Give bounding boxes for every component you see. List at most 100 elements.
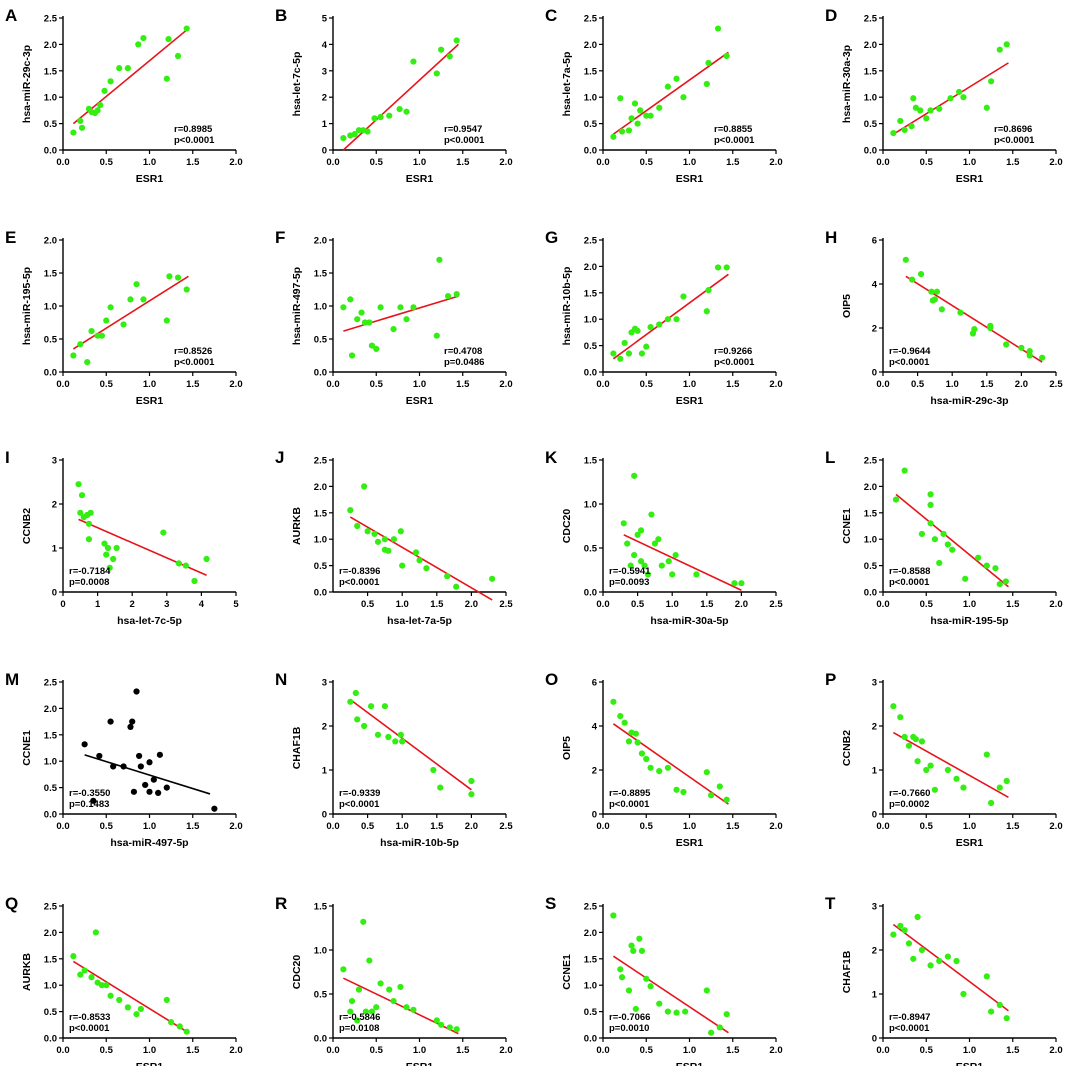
data-point <box>610 698 617 705</box>
x-tick-label: 0.0 <box>596 1045 609 1056</box>
data-point <box>617 355 624 362</box>
data-point <box>953 775 960 782</box>
data-point <box>373 345 380 352</box>
data-point <box>643 975 650 982</box>
fit-line <box>612 723 729 805</box>
data-point <box>927 501 934 508</box>
data-point <box>673 75 680 82</box>
data-point <box>988 1008 995 1015</box>
x-axis-title: hsa-miR-195-5p <box>930 615 1008 627</box>
data-point <box>624 540 631 547</box>
data-point <box>716 1024 723 1031</box>
data-point <box>438 1021 445 1028</box>
y-tick-label: 0.5 <box>864 561 878 572</box>
x-tick-label: 0.5 <box>920 821 934 832</box>
x-tick-label: 0 <box>60 599 65 610</box>
data-point <box>374 538 382 545</box>
y-tick-label: 0 <box>872 810 877 821</box>
data-point <box>371 530 378 538</box>
data-point <box>648 511 655 518</box>
panel-t: T 0 1 2 3 0.0 0.5 1.0 1.5 2.0 ESR1 CHAF1B r=-0.8947p… <box>825 894 1063 1066</box>
data-point <box>680 293 687 300</box>
y-tick-label: 0.0 <box>314 588 327 599</box>
data-point <box>656 1000 663 1007</box>
x-tick-label: 1.5 <box>456 157 470 168</box>
data-point <box>927 520 934 527</box>
data-point <box>85 520 93 527</box>
data-point <box>723 796 730 803</box>
p-value: p<0.0001 <box>889 357 930 368</box>
data-point <box>367 703 375 710</box>
data-point <box>390 536 397 543</box>
x-tick-label: 2.0 <box>1049 599 1062 610</box>
data-point <box>643 343 650 350</box>
data-point <box>352 689 359 697</box>
data-point <box>107 992 114 999</box>
data-point <box>610 133 617 140</box>
y-tick-label: 1.0 <box>44 757 57 768</box>
y-tick-label: 3 <box>872 902 877 913</box>
x-tick-label: 1.0 <box>143 821 156 832</box>
data-point <box>430 766 437 774</box>
x-axis-title: ESR1 <box>676 173 704 185</box>
data-point <box>403 316 410 323</box>
x-tick-label: 1.0 <box>963 821 976 832</box>
y-axis-title: AURKB <box>291 507 303 545</box>
data-point <box>397 731 404 738</box>
fit-line <box>895 493 1009 588</box>
x-tick-label: 1.5 <box>186 379 200 390</box>
y-tick-label: 1.5 <box>584 954 598 965</box>
y-tick-label: 2.5 <box>864 456 878 467</box>
data-point <box>944 541 951 548</box>
y-tick-label: 2.5 <box>584 14 598 25</box>
data-point <box>211 805 218 812</box>
y-tick-label: 2.0 <box>44 928 57 939</box>
panel-c: C 0.0 0.5 1.0 1.5 2.0 2.5 0.0 0.5 1.0 1.5 2.0 ESR1 hs… <box>545 6 783 185</box>
y-tick-label: 0.0 <box>864 588 877 599</box>
data-point <box>70 953 77 960</box>
data-point <box>910 95 917 102</box>
data-point <box>203 555 210 563</box>
data-point <box>631 551 638 559</box>
data-point <box>397 983 404 991</box>
data-point <box>975 554 982 561</box>
panel-b: B 0 1 2 3 4 5 0.0 0.5 1.0 1.5 2.0 ESR1 hsa-let-7c-5p r… <box>275 6 513 185</box>
data-point <box>957 309 964 316</box>
x-tick-label: 1.0 <box>683 821 696 832</box>
x-tick-label: 0.0 <box>326 1045 339 1056</box>
data-point <box>362 1008 369 1015</box>
fit-line <box>72 27 189 125</box>
data-point <box>107 718 114 725</box>
data-point <box>446 53 453 60</box>
r-value: r=-0.3550 <box>69 788 110 799</box>
x-tick-label: 0.5 <box>370 1045 384 1056</box>
fit-line <box>342 43 459 151</box>
x-axis-title: hsa-let-7c-5p <box>117 615 182 627</box>
r-value: r=0.8696 <box>994 124 1032 135</box>
y-tick-label: 2.0 <box>314 482 327 493</box>
x-tick-label: 2.0 <box>1049 1045 1062 1056</box>
data-point <box>163 784 170 791</box>
data-point <box>634 120 641 127</box>
data-point <box>716 783 723 790</box>
r-value: r=-0.8396 <box>339 566 380 577</box>
x-tick-label: 1.0 <box>413 157 426 168</box>
data-point <box>183 1028 190 1035</box>
r-value: r=-0.8895 <box>609 788 651 799</box>
data-point <box>146 788 153 795</box>
y-axis-title: CCNE1 <box>21 730 33 766</box>
data-point <box>133 688 140 695</box>
panel-letter: J <box>275 448 284 467</box>
panel-p: P 0 1 2 3 0.0 0.5 1.0 1.5 2.0 ESR1 CCNB2 r=-0.7660p=… <box>825 670 1063 849</box>
data-point <box>444 573 451 580</box>
y-tick-label: 6 <box>592 678 597 689</box>
x-axis-title: ESR1 <box>406 1061 434 1066</box>
data-point <box>897 714 904 721</box>
x-tick-label: 0.5 <box>640 157 654 168</box>
data-point <box>163 996 170 1004</box>
y-tick-label: 2.5 <box>584 902 598 913</box>
y-tick-label: 1.5 <box>314 508 328 519</box>
y-tick-label: 0 <box>872 1034 877 1045</box>
data-point <box>410 58 417 65</box>
